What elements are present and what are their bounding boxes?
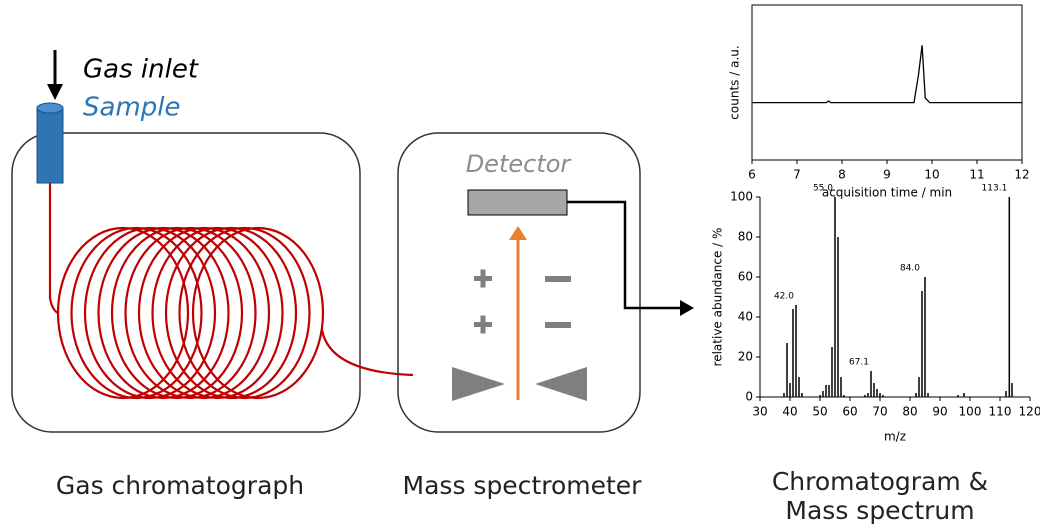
ion-arrowhead [509, 226, 527, 240]
y-tick-label: 20 [738, 350, 753, 364]
detector-label: Detector [466, 150, 573, 178]
ms-caption: Mass spectrometer [403, 471, 643, 500]
gc-caption: Gas chromatograph [56, 471, 304, 500]
x-tick-label: 8 [838, 168, 846, 182]
coil-loop [180, 228, 310, 398]
peak-label: 55.0 [813, 184, 833, 194]
x-tick-label: 80 [902, 405, 917, 419]
y-axis-label: counts / a.u. [728, 45, 742, 119]
peak-label: 67.1 [849, 358, 869, 368]
diagram: Gas inlet Sample Detector Gas chromatogr… [0, 0, 1040, 524]
x-tick-label: 12 [1014, 168, 1029, 182]
coil-loop [153, 228, 283, 398]
column-outlet [322, 330, 413, 375]
x-tick-label: 110 [989, 405, 1012, 419]
sample-vial [37, 108, 63, 183]
x-tick-label: 6 [748, 168, 756, 182]
x-tick-label: 100 [959, 405, 982, 419]
x-tick-label: 90 [932, 405, 947, 419]
result-caption: Chromatogram & [772, 467, 988, 496]
x-axis-label: m/z [884, 430, 906, 444]
coil-loop [85, 228, 215, 398]
peak-label: 84.0 [900, 264, 920, 274]
y-tick-label: 0 [745, 390, 753, 404]
inlet-arrowhead [47, 84, 63, 100]
coil-loop [139, 228, 269, 398]
column-coil [50, 183, 413, 398]
coil-loop [58, 228, 188, 398]
x-tick-label: 40 [782, 405, 797, 419]
y-tick-label: 80 [738, 230, 753, 244]
coil-loop [112, 228, 242, 398]
chromatogram-line [752, 45, 1022, 102]
x-tick-label: 7 [793, 168, 801, 182]
x-tick-label: 60 [842, 405, 857, 419]
coil-loop [166, 228, 296, 398]
gas-inlet-label: Gas inlet [83, 55, 199, 85]
vial-top [37, 103, 63, 113]
x-tick-label: 120 [1019, 405, 1040, 419]
detector [468, 190, 567, 215]
peak-label: 42.0 [774, 292, 794, 302]
coil-loop [99, 228, 229, 398]
sample-label: Sample [83, 93, 181, 123]
coil-loop [72, 228, 202, 398]
coil-loop [193, 228, 323, 398]
x-tick-label: 50 [812, 405, 827, 419]
x-tick-label: 9 [883, 168, 891, 182]
peak-label: 113.1 [982, 184, 1008, 194]
column-inlet [50, 183, 58, 313]
y-axis-label: relative abundance / % [711, 228, 725, 367]
coil-loop [126, 228, 256, 398]
signal-arrowhead [680, 300, 694, 316]
x-tick-label: 30 [752, 405, 767, 419]
x-tick-label: 11 [969, 168, 984, 182]
x-tick-label: 10 [924, 168, 939, 182]
y-tick-label: 100 [730, 190, 753, 204]
plot-frame [752, 5, 1022, 160]
y-tick-label: 40 [738, 310, 753, 324]
result-caption: Mass spectrum [785, 496, 974, 524]
x-tick-label: 70 [872, 405, 887, 419]
x-axis-label: acquisition time / min [822, 186, 952, 200]
signal-arrow [567, 202, 682, 308]
y-tick-label: 60 [738, 270, 753, 284]
